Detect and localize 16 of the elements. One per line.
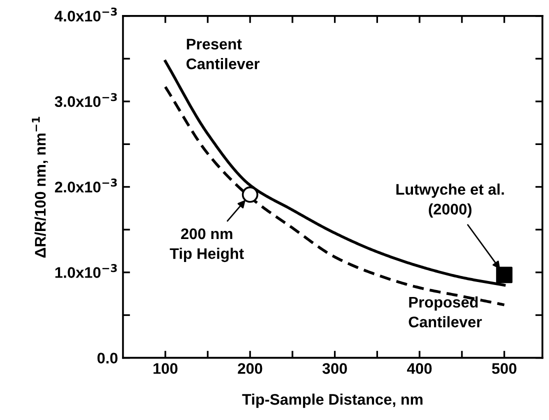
x-axis-title: Tip-Sample Distance, nm <box>242 394 422 408</box>
annotation: Present Cantilever <box>186 38 260 70</box>
y-tick-label: 1.0x10$^{−3}$ <box>55 264 117 278</box>
y-tick-label: 3.0x10$^{−3}$ <box>54 93 117 108</box>
annotation: Proposed Cantilever <box>408 296 482 328</box>
x-tick-label: 500 <box>492 363 516 374</box>
y-tick-label: 2.0x10$^{−3}$ <box>54 178 117 192</box>
x-tick-label: 300 <box>322 363 347 374</box>
annotation: 200 nm Tip Height <box>170 228 244 262</box>
y-tick-label: 4.0x10$^{−3}$ <box>54 8 117 22</box>
annotation: Lutwyche et al. (2000) <box>396 184 504 218</box>
y-tick-label: 0.0 <box>97 352 118 364</box>
x-tick-label: 400 <box>407 363 432 374</box>
x-tick-label: 200 <box>238 363 262 374</box>
x-tick-label: 100 <box>154 363 178 374</box>
y-axis-title: ΔR/R/100 nm, nm$^{−1}$ <box>32 116 48 258</box>
